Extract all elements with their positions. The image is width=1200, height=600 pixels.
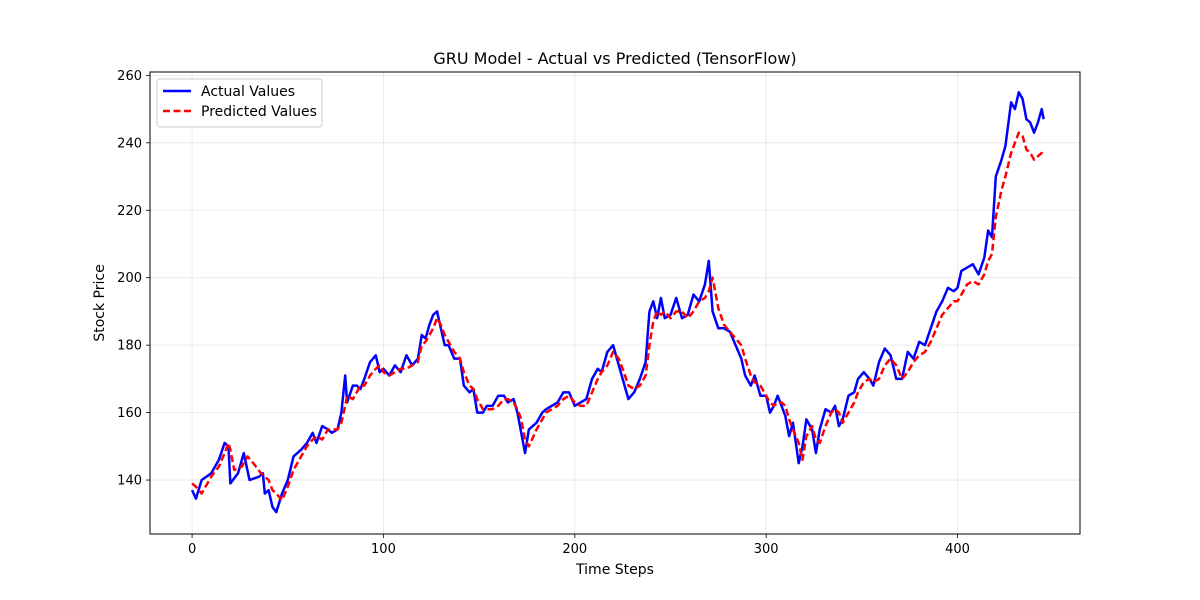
chart-title: GRU Model - Actual vs Predicted (TensorF…	[433, 49, 796, 68]
plot-frame	[149, 71, 1081, 535]
x-axis-label: Time Steps	[575, 562, 654, 578]
y-tick-label: 260	[117, 69, 142, 84]
x-tick-label: 400	[945, 542, 970, 557]
series-line-actual	[190, 90, 1045, 514]
y-tick-label: 220	[117, 204, 142, 219]
legend-box	[156, 78, 323, 128]
legend: Actual Values Predicted Values	[156, 78, 323, 128]
x-tick-label: 300	[754, 542, 779, 557]
x-tick-label: 100	[371, 542, 396, 557]
series-lines	[190, 90, 1045, 514]
x-tick-label: 200	[562, 542, 587, 557]
x-tick-label: 0	[188, 542, 196, 557]
y-tick-label: 160	[117, 406, 142, 421]
legend-label-predicted: Predicted Values	[201, 104, 317, 120]
axis-ticks: 0 100 200 300 400 140 160 180 200 220 240 260	[117, 69, 970, 557]
y-tick-label: 240	[117, 136, 142, 151]
series-line-predicted	[191, 131, 1045, 502]
y-tick-label: 200	[117, 271, 142, 286]
y-tick-label: 180	[117, 339, 142, 354]
grid-lines	[150, 72, 1080, 534]
y-axis-label: Stock Price	[92, 264, 108, 341]
legend-label-actual: Actual Values	[201, 84, 295, 100]
y-tick-label: 140	[117, 474, 142, 489]
